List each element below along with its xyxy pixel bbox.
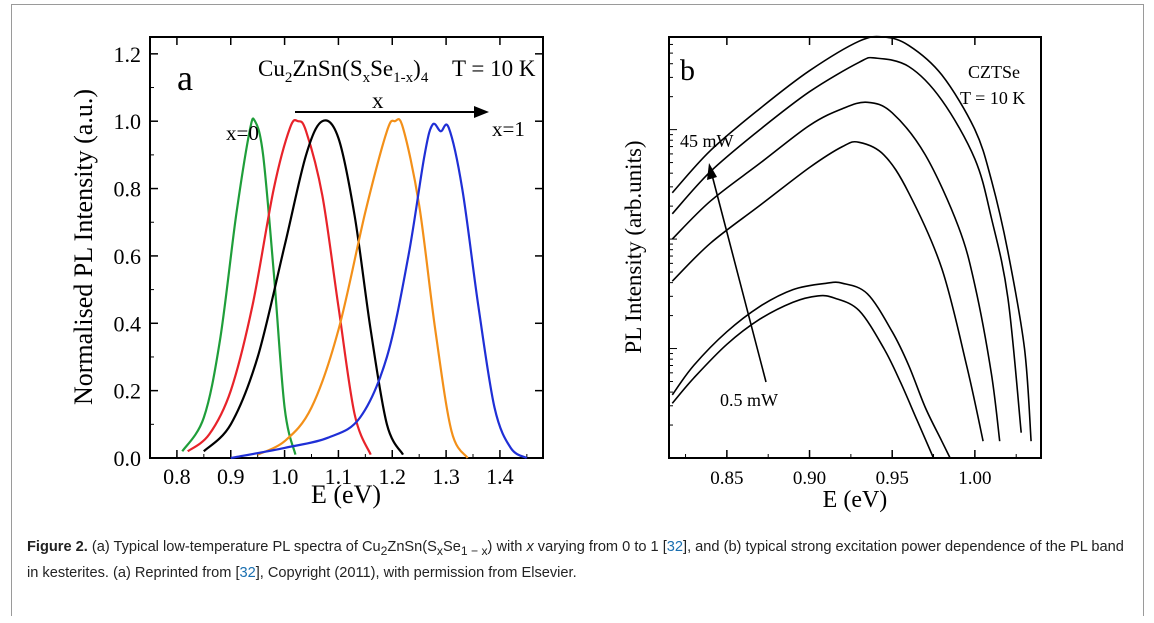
figure-frame (11, 4, 1144, 616)
panel-a-series-line-4 (230, 122, 528, 460)
caption-sub-2: 2 (380, 543, 388, 558)
panel-b-series-line-1 (671, 56, 1022, 433)
panel-b-x-axis-label: E (eV) (823, 487, 888, 513)
panel-b-x-ticks: 0.85 0.90 0.95 1.00 (685, 37, 1017, 489)
caption-text-3: Se (442, 539, 461, 555)
panel-b-arrow-bottom-label: 0.5 mW (720, 390, 778, 410)
panel-b-series-line-5 (671, 294, 935, 459)
panel-a-chart: 0.8 0.9 1.0 1.1 1.2 1.3 1.4 0.0 0.2 0.4 0.6 0.8 1.0… (69, 36, 544, 509)
panel-b-y-axis-label: PL Intensity (arb.units) (621, 140, 646, 353)
panel-b-series-line-0 (671, 35, 1032, 442)
panel-a-title: Cu2ZnSn(SxSe1-x)4 (258, 56, 429, 86)
panel-a-temperature: T = 10 K (452, 56, 536, 81)
panel-b-series-line-2 (671, 101, 1001, 442)
panel-b-x-tick-label-0: 0.85 (710, 468, 743, 489)
panel-a-x-tick-label-3: 1.1 (325, 464, 353, 489)
panel-b-x-tick-label-1: 0.90 (793, 468, 826, 489)
panel-a-x-tick-label-5: 1.3 (432, 464, 460, 489)
panel-b-x-tick-label-3: 1.00 (958, 468, 991, 489)
panel-b-series (671, 35, 1032, 459)
caption-text-7: ], Copyright (2011), with permission fro… (255, 564, 577, 581)
panel-a-x-axis-label: E (eV) (311, 480, 381, 509)
caption-ref-2[interactable]: 32 (239, 564, 256, 581)
panel-a-x-tick-label-2: 1.0 (271, 464, 299, 489)
panel-a-series (181, 117, 528, 460)
caption-sub-x: x (436, 543, 443, 558)
panel-a-x-tick-label-4: 1.2 (379, 464, 407, 489)
figure-caption: Figure 2. (a) Typical low-temperature PL… (27, 536, 1127, 584)
panel-a-annotation-x0: x=0 (226, 121, 259, 145)
caption-text-5: varying from 0 to 1 [ (533, 539, 667, 555)
panel-a-y-tick-label-4: 0.8 (114, 177, 142, 202)
caption-text-2: ZnSn(S (387, 539, 437, 555)
panel-a-x-ticks: 0.8 0.9 1.0 1.1 1.2 1.3 1.4 (149, 37, 528, 489)
panel-a-y-tick-label-2: 0.4 (114, 311, 142, 336)
panel-a-x-tick-label-0: 0.8 (163, 464, 191, 489)
panel-a-arrow-label: x (372, 88, 384, 113)
panel-b-series-line-4 (671, 281, 951, 459)
caption-text-4: ) with (487, 539, 527, 555)
panel-b-x-tick-label-2: 0.95 (876, 468, 909, 489)
panel-a-series-line-2 (203, 119, 404, 456)
figure-charts: 0.8 0.9 1.0 1.1 1.2 1.3 1.4 0.0 0.2 0.4 0.6 0.8 1.0… (69, 35, 1042, 513)
panel-a-label: a (177, 58, 193, 98)
caption-ref-1[interactable]: 32 (666, 539, 684, 555)
caption-text-1: (a) Typical low-temperature PL spectra o… (87, 539, 381, 555)
panel-a-y-tick-label-0: 0.0 (114, 446, 142, 471)
panel-b-series-line-3 (671, 140, 984, 442)
panel-a-series-line-0 (181, 117, 297, 455)
panel-b-y-ticks (669, 36, 677, 459)
panel-b-plot-frame (668, 36, 1042, 459)
panel-a-y-tick-label-5: 1.0 (114, 109, 142, 134)
caption-text-6: ], and (b) typical strong excitation pow… (27, 539, 1124, 581)
panel-a-x-tick-label-1: 0.9 (217, 464, 245, 489)
panel-a-y-axis-label: Normalised PL Intensity (a.u.) (69, 89, 98, 405)
panel-a-y-tick-label-1: 0.2 (114, 379, 142, 404)
panel-a-series-line-3 (257, 117, 469, 459)
caption-label: Figure 2. (27, 539, 88, 555)
caption-sub-1-minus-x: 1 − x (460, 543, 488, 558)
panel-a-annotation-x1: x=1 (492, 117, 525, 141)
panel-a-y-tick-label-3: 0.6 (114, 244, 142, 269)
panel-b-arrow-top-label: 45 mW (680, 131, 734, 151)
panel-b-power-arrow (711, 174, 767, 383)
panel-a-x-tick-label-6: 1.4 (486, 464, 514, 489)
panel-a-plot-frame (149, 36, 544, 459)
panel-a-x-arrowhead (474, 106, 489, 118)
panel-b-temperature: T = 10 K (960, 88, 1025, 108)
panel-b-label: b (680, 54, 695, 87)
panel-b-power-arrowhead (707, 163, 717, 180)
caption-var-x: x (526, 539, 534, 555)
panel-a-series-line-1 (187, 119, 372, 456)
panel-a-y-tick-label-6: 1.2 (114, 42, 142, 67)
panel-b-chart: 0.85 0.90 0.95 1.00 b CZTSe T = 10 K 45 mW … (621, 35, 1042, 513)
panel-a-y-ticks: 0.0 0.2 0.4 0.6 0.8 1.0 1.2 (114, 42, 543, 471)
panel-b-material: CZTSe (968, 62, 1020, 82)
